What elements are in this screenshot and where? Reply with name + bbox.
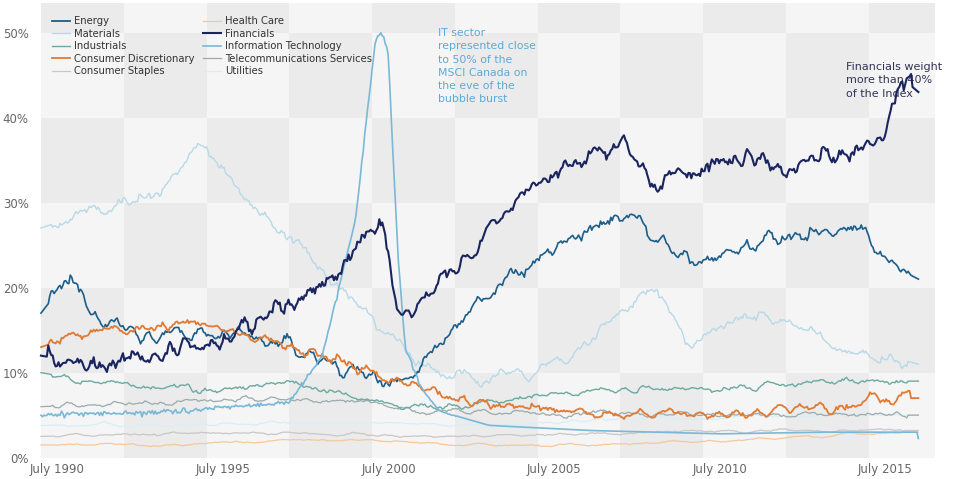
Bar [786, 3, 869, 33]
Bar [703, 203, 786, 287]
Bar [703, 33, 786, 117]
Bar [124, 33, 206, 117]
Bar [206, 33, 289, 117]
Bar [41, 203, 124, 287]
Bar [41, 373, 124, 457]
Bar [786, 203, 869, 287]
Bar [206, 287, 289, 373]
Bar [41, 33, 124, 117]
Bar [455, 373, 538, 457]
Bar [124, 203, 206, 287]
Bar [786, 373, 869, 457]
Bar [289, 33, 372, 117]
Bar [124, 373, 206, 457]
Bar [289, 203, 372, 287]
Bar [455, 3, 538, 33]
Bar [703, 117, 786, 203]
Bar [206, 3, 289, 33]
Bar [869, 287, 951, 373]
Bar [869, 33, 951, 117]
Bar [538, 117, 620, 203]
Bar [869, 203, 951, 287]
Bar [124, 117, 206, 203]
Bar [206, 203, 289, 287]
Bar [206, 117, 289, 203]
Bar [620, 33, 703, 117]
Bar [372, 287, 455, 373]
Bar [372, 3, 455, 33]
Bar [289, 373, 372, 457]
Bar [372, 117, 455, 203]
Bar [786, 117, 869, 203]
Text: Financials weight
more than 40%
of the Index: Financials weight more than 40% of the I… [846, 62, 942, 99]
Bar [372, 373, 455, 457]
Bar [372, 33, 455, 117]
Bar [538, 373, 620, 457]
Bar [703, 287, 786, 373]
Bar [786, 287, 869, 373]
Bar [538, 287, 620, 373]
Text: IT sector
represented close
to 50% of the
MSCI Canada on
the eve of the
bubble b: IT sector represented close to 50% of th… [439, 28, 537, 104]
Bar [289, 117, 372, 203]
Bar [869, 3, 951, 33]
Bar [41, 117, 124, 203]
Bar [124, 287, 206, 373]
Bar [289, 3, 372, 33]
Bar [124, 3, 206, 33]
Bar [620, 203, 703, 287]
Bar [620, 117, 703, 203]
Legend: Energy, Materials, Industrials, Consumer Discretionary, Consumer Staples, Health: Energy, Materials, Industrials, Consumer… [48, 12, 375, 80]
Bar [869, 117, 951, 203]
Bar [703, 3, 786, 33]
Bar [41, 3, 124, 33]
Bar [538, 203, 620, 287]
Bar [41, 287, 124, 373]
Bar [620, 3, 703, 33]
Bar [206, 373, 289, 457]
Bar [869, 373, 951, 457]
Bar [455, 287, 538, 373]
Bar [455, 33, 538, 117]
Bar [703, 373, 786, 457]
Bar [372, 203, 455, 287]
Bar [538, 3, 620, 33]
Bar [620, 373, 703, 457]
Bar [455, 203, 538, 287]
Bar [289, 287, 372, 373]
Bar [620, 287, 703, 373]
Bar [538, 33, 620, 117]
Bar [786, 33, 869, 117]
Bar [455, 117, 538, 203]
